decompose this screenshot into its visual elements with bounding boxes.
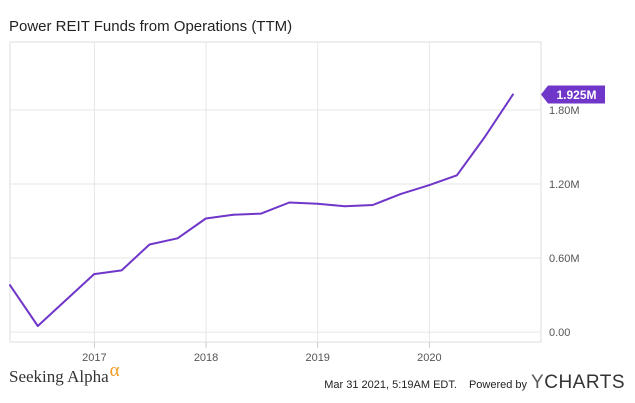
plot-border [9,41,542,343]
y-tick-label: 0.60M [549,253,580,265]
x-tick-label: 2019 [305,352,329,364]
y-tick-label: 1.80M [549,105,580,117]
timestamp: Mar 31 2021, 5:19AM EDT. [324,379,457,391]
data-point [36,325,39,327]
data-point [260,212,262,215]
x-tick-label: 2017 [82,352,106,364]
data-point [176,237,179,240]
end-label-badge [541,85,605,104]
ycharts-logo-text: CHARTS [544,372,625,393]
plot-frame [9,41,542,343]
alpha-symbol-icon: α [109,360,120,381]
seeking-alpha-logo-text: Seeking Alpha [9,367,109,386]
y-axis: 0.00 0.60M 1.20M 1.80M [549,105,580,339]
ycharts-logo: YCHARTS [531,372,625,394]
powered-by-label: Powered by [468,379,528,391]
data-point [65,299,67,301]
x-tick-label: 2020 [417,352,441,364]
series-ffo [9,93,514,327]
data-point [456,174,458,177]
x-axis: 2017 2018 2019 2020 [82,342,442,364]
ycharts-logo-y: Y [531,372,545,393]
data-point [232,213,235,216]
gridlines [10,42,541,342]
y-tick-label: 0.00 [549,327,570,339]
data-point [428,184,430,187]
y-tick-label: 1.20M [549,179,580,191]
data-point [483,136,486,139]
x-tick-label: 2018 [194,352,218,364]
end-value-label: 1.925M [541,85,605,104]
data-point [316,202,319,205]
data-point [204,217,207,220]
seeking-alpha-logo: Seeking Alphaα [9,360,120,388]
series-line [9,93,514,327]
data-point [288,201,291,204]
data-point [400,193,402,195]
data-point [512,93,514,96]
data-point [9,284,11,287]
data-point [371,204,374,206]
data-point [93,273,95,275]
chart-footer: Mar 31 2021, 5:19AM EDT. Powered by YCHA… [324,372,625,394]
data-point [148,243,151,246]
end-label-text: 1.925M [556,88,596,102]
data-point [120,269,123,272]
chart-title: Power REIT Funds from Operations (TTM) [9,18,293,35]
data-point [344,205,346,208]
